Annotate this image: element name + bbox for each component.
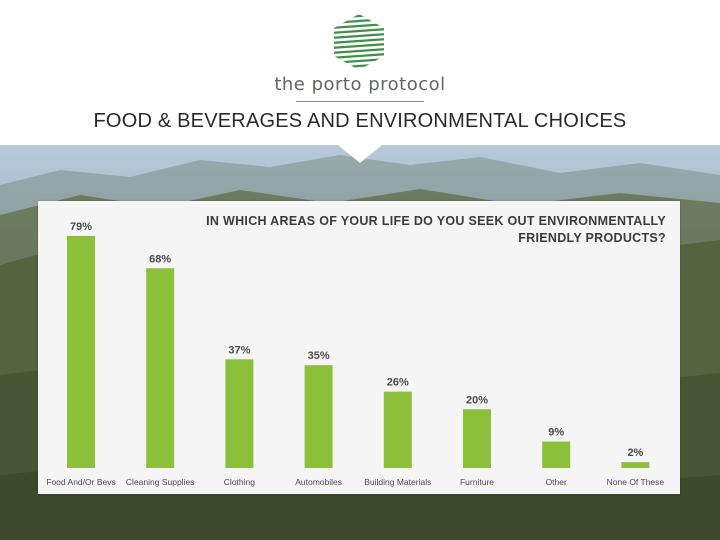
page-title: FOOD & BEVERAGES AND ENVIRONMENTAL CHOIC…: [93, 110, 627, 132]
logo-divider: [296, 101, 424, 102]
bar-6: [542, 441, 571, 468]
bar-1: [146, 268, 175, 468]
category-label-2: Clothing: [224, 477, 255, 487]
data-label-2: 37%: [228, 344, 250, 356]
category-label-5: Furniture: [460, 477, 494, 487]
category-label-7: None Of These: [607, 477, 665, 487]
bar-4: [383, 391, 412, 468]
bar-7: [621, 462, 650, 468]
slide-header: the porto protocol FOOD & BEVERAGES AND …: [0, 0, 720, 145]
bar-3: [304, 365, 333, 468]
data-label-7: 2%: [627, 447, 643, 459]
data-label-4: 26%: [387, 377, 409, 389]
header-notch: [338, 145, 382, 163]
bar-chart: 79% Food And/Or Bevs 68% Cleaning Supplies 3…: [46, 221, 665, 487]
category-label-4: Building Materials: [364, 477, 431, 487]
chart-panel: 79% Food And/Or Bevs 68% Cleaning Supplies 3…: [38, 201, 680, 494]
bar-5: [463, 409, 491, 468]
chart-title: IN WHICH AREAS OF YOUR LIFE DO YOU SEEK …: [206, 214, 666, 245]
category-label-0: Food And/Or Bevs: [46, 477, 115, 487]
porto-protocol-logo-icon: [334, 14, 384, 70]
data-label-6: 9%: [548, 427, 564, 439]
bar-0: [67, 235, 95, 468]
data-label-3: 35%: [308, 350, 330, 362]
data-label-0: 79%: [70, 221, 92, 233]
data-label-1: 68%: [149, 253, 171, 265]
category-label-6: Other: [546, 477, 567, 487]
category-label-1: Cleaning Supplies: [126, 477, 195, 487]
category-label-3: Automobiles: [295, 477, 342, 487]
bar-2: [225, 359, 254, 468]
logo-text: the porto protocol: [274, 74, 446, 95]
data-label-5: 20%: [466, 394, 488, 406]
